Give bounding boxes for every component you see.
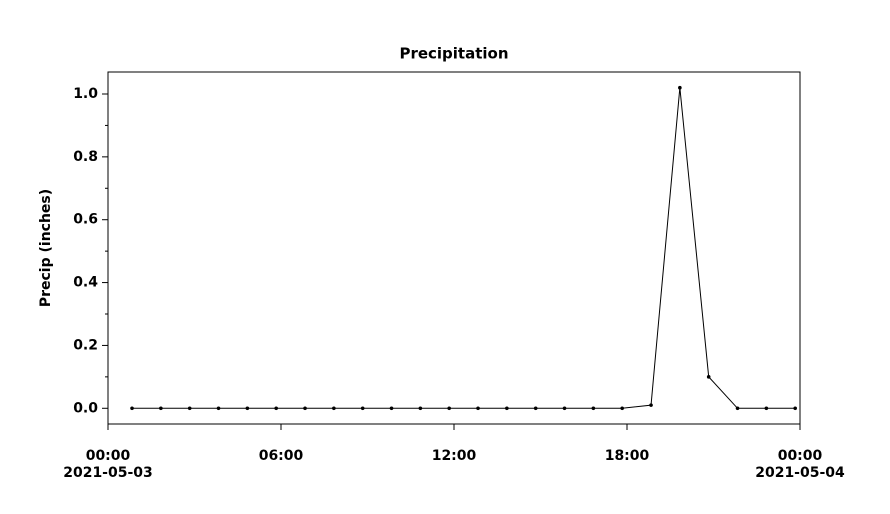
data-point xyxy=(332,406,336,411)
data-point xyxy=(562,406,567,411)
data-point xyxy=(303,406,307,411)
data-point xyxy=(793,406,797,411)
x-tick-label: 06:00 xyxy=(259,448,304,464)
y-tick-label: 0.4 xyxy=(73,275,98,291)
y-tick-label: 0.2 xyxy=(73,337,98,353)
data-point xyxy=(735,406,740,411)
data-point xyxy=(130,406,134,411)
chart-title: Precipitation xyxy=(399,45,508,63)
data-point xyxy=(649,403,653,407)
data-point xyxy=(418,406,423,411)
data-point xyxy=(620,406,624,411)
data-point xyxy=(389,406,394,411)
x-tick-date: 2021-05-04 xyxy=(755,465,845,481)
data-point xyxy=(245,406,250,411)
data-point xyxy=(533,406,538,411)
data-point xyxy=(447,406,451,411)
data-point xyxy=(159,406,163,411)
data-point xyxy=(360,406,365,411)
y-axis-label: Precip (inches) xyxy=(38,189,54,307)
y-tick-label: 1.0 xyxy=(73,86,98,102)
data-point xyxy=(216,406,221,411)
data-point xyxy=(476,406,480,411)
series-line xyxy=(132,87,796,409)
data-point xyxy=(764,406,769,411)
data-point xyxy=(274,406,278,411)
y-tick-label: 0.6 xyxy=(73,212,98,228)
x-tick-date: 2021-05-03 xyxy=(63,465,153,481)
y-tick-label: 0.8 xyxy=(73,149,98,165)
x-tick-label: 00:00 xyxy=(86,448,131,464)
y-tick-label: 0.0 xyxy=(73,400,98,416)
x-tick-label: 12:00 xyxy=(432,448,477,464)
x-tick-label: 00:00 xyxy=(778,448,823,464)
data-point xyxy=(591,406,596,411)
data-point xyxy=(678,85,682,90)
data-point xyxy=(505,406,509,411)
data-point xyxy=(187,406,192,411)
data-point xyxy=(706,375,711,379)
x-tick-label: 18:00 xyxy=(605,448,650,464)
